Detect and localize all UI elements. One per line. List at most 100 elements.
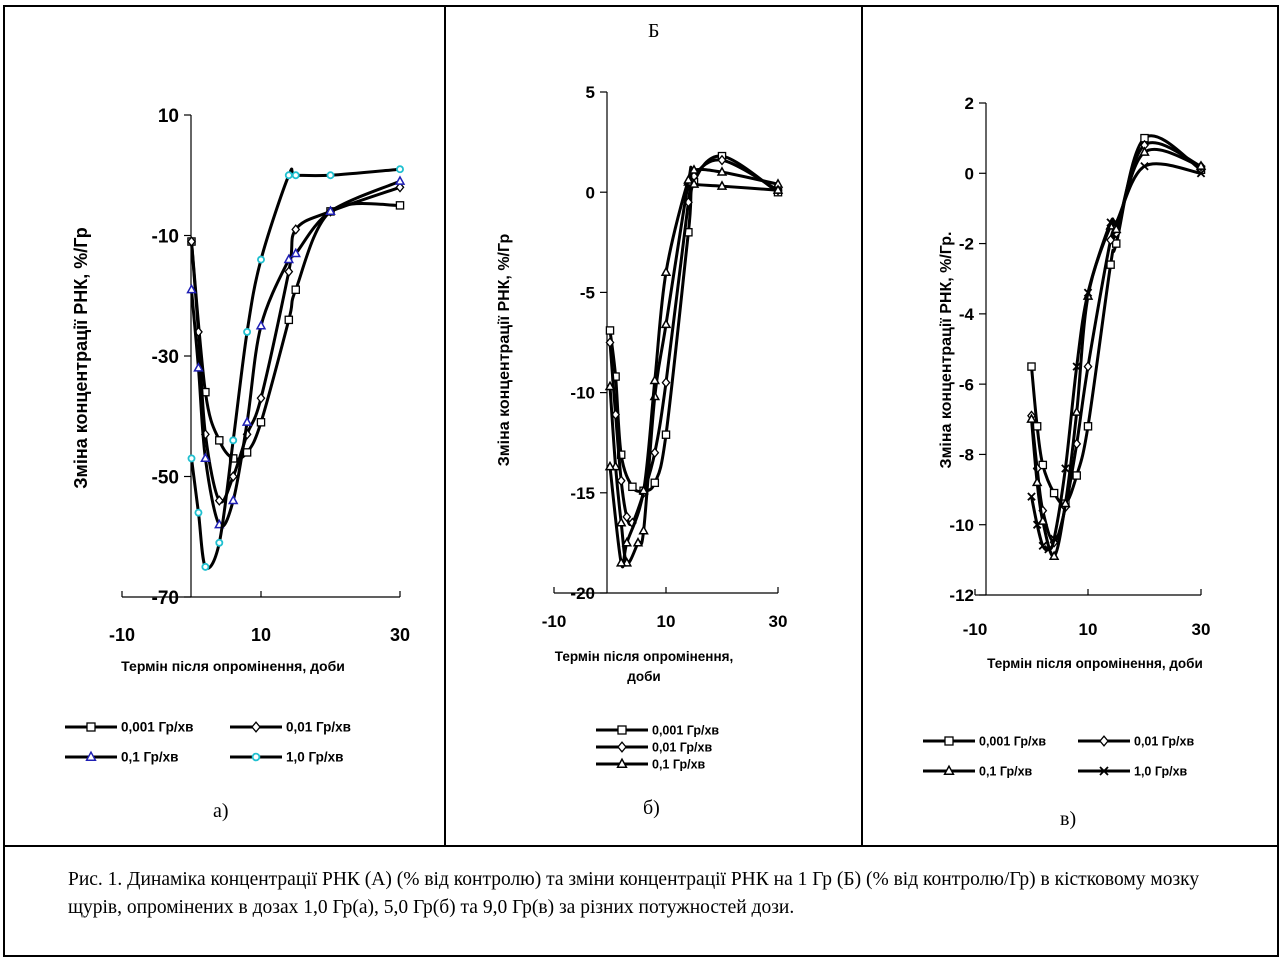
series-3 — [1026, 146, 1207, 560]
data-point — [717, 154, 727, 166]
data-point — [1111, 239, 1121, 248]
data-point — [214, 495, 224, 506]
data-point — [325, 205, 336, 216]
data-point — [1049, 534, 1059, 544]
chart-c: 2 0 -2 -4 -6 -8 -10 -12 -10 10 30 Зміна концентраці… — [923, 94, 1210, 779]
legend-item: 0,1 Гр/хв — [65, 750, 178, 765]
legend: 0,001 Гр/хв 0,01 Гр/хв 0,1 Гр/хв 1,0 Гр/хв — [923, 735, 1194, 779]
data-point — [650, 447, 660, 459]
data-point — [186, 283, 197, 294]
data-point — [193, 362, 204, 372]
y-tick-label: -50 — [152, 467, 179, 488]
legend-label: 0,01 Гр/хв — [652, 741, 712, 755]
legend-marker — [617, 725, 627, 735]
data-point — [628, 482, 637, 492]
data-point — [194, 508, 203, 517]
data-point — [255, 319, 267, 330]
legend-label: 0,1 Гр/хв — [979, 765, 1033, 779]
panel-label-c: в) — [1060, 808, 1077, 830]
legend-marker — [616, 757, 628, 768]
data-point — [660, 318, 672, 329]
data-point — [1106, 234, 1116, 246]
data-point — [660, 266, 672, 276]
data-point — [638, 484, 649, 495]
series-4 — [1027, 162, 1206, 554]
series-line — [608, 154, 779, 493]
data-point — [1195, 160, 1207, 170]
y-tick-label: -4 — [959, 305, 975, 324]
data-point — [326, 171, 335, 180]
y-tick-label: 10 — [158, 106, 179, 127]
data-point — [283, 253, 295, 264]
series-line — [608, 165, 779, 565]
data-point — [1060, 497, 1071, 508]
caption-divider — [3, 845, 1279, 847]
legend-item: 0,1 Гр/хв — [923, 765, 1033, 779]
y-tick-label: -5 — [580, 284, 595, 303]
x-tick-label: 10 — [657, 612, 676, 631]
x-tick-label: -10 — [109, 625, 135, 645]
series-1 — [1027, 133, 1206, 508]
data-point — [1106, 260, 1115, 269]
data-point — [1112, 218, 1121, 227]
data-point — [395, 181, 405, 193]
legend-item: 0,1 Гр/хв — [596, 758, 706, 772]
legend-label: 0,1 Гр/хв — [121, 750, 178, 765]
x-tick-label: 30 — [769, 612, 788, 631]
series-4 — [604, 172, 784, 569]
legend-marker — [943, 764, 955, 775]
series-2 — [187, 181, 405, 506]
legend: 0,001 Гр/хв 0,01 Гр/хв 0,1 Гр/хв 1,0 Гр/хв — [65, 720, 351, 765]
data-point — [187, 236, 196, 247]
series-3 — [186, 175, 406, 529]
data-point — [716, 166, 728, 176]
data-point — [649, 374, 661, 385]
series-line — [190, 201, 401, 461]
legend-marker — [251, 721, 261, 733]
legend-label: 0,1 Гр/хв — [652, 758, 706, 772]
data-point — [227, 494, 239, 505]
data-point — [228, 471, 238, 482]
y-tick-label: -12 — [949, 586, 974, 605]
legend-label: 0,01 Гр/хв — [286, 720, 351, 735]
data-point — [772, 184, 784, 194]
series-3 — [604, 164, 784, 567]
legend-label: 0,01 Гр/хв — [1134, 735, 1194, 749]
data-point — [1031, 476, 1043, 487]
data-point — [394, 175, 406, 185]
legend-item: 1,0 Гр/хв — [1078, 765, 1188, 779]
legend-item: 0,001 Гр/хв — [65, 720, 193, 735]
y-tick-label: -10 — [570, 384, 595, 403]
data-point — [1032, 422, 1042, 431]
y-tick-label: -6 — [959, 375, 974, 394]
x-axis-title: Термін після опромінення, доби — [555, 649, 733, 684]
legend-item: 0,001 Гр/хв — [923, 735, 1046, 749]
series-1 — [605, 151, 783, 496]
figure-frame — [3, 5, 1279, 957]
data-point — [1139, 146, 1150, 156]
y-tick-label: -10 — [152, 226, 179, 247]
legend-label: 1,0 Гр/хв — [286, 750, 343, 765]
series-line — [1030, 141, 1202, 544]
data-point — [604, 380, 616, 391]
data-point — [1083, 422, 1093, 431]
series-line — [1030, 134, 1202, 506]
y-axis-title: Зміна концентрації РНК, %/Гр. — [938, 232, 955, 469]
legend-marker — [944, 736, 954, 746]
data-point — [291, 224, 301, 235]
data-point — [290, 247, 301, 258]
legend-item: 0,01 Гр/хв — [596, 741, 712, 755]
x-axis-title: Термін після опромінення, доби — [987, 656, 1203, 671]
data-point — [1072, 471, 1081, 480]
series-4 — [187, 165, 404, 571]
y-tick-label: -30 — [152, 347, 179, 368]
y-axis-title: Зміна концентрації РНК, %/Гр — [71, 227, 91, 489]
series-2 — [605, 154, 783, 529]
data-point — [257, 255, 265, 264]
legend-marker — [251, 752, 261, 762]
data-point — [241, 416, 253, 426]
data-point — [291, 171, 300, 180]
y-tick-label: -2 — [959, 235, 974, 254]
data-point — [683, 174, 694, 184]
legend: 0,001 Гр/хв 0,01 Гр/хв 0,1 Гр/хв — [596, 724, 719, 772]
